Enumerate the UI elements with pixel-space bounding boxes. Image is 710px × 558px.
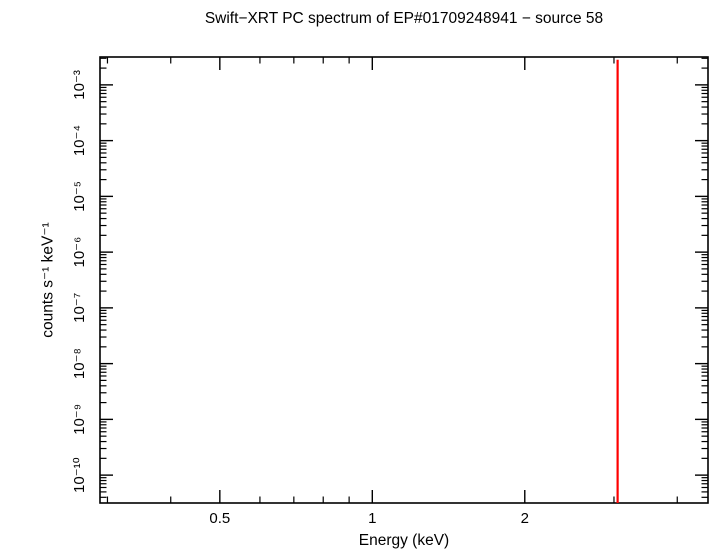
y-tick-label: 10⁻⁸ (71, 348, 88, 379)
x-tick-label: 0.5 (209, 510, 230, 527)
plot-border (99, 56, 709, 504)
x-tick-label: 2 (521, 510, 529, 527)
y-tick-label: 10⁻³ (71, 70, 88, 100)
y-tick-label: 10⁻⁹ (71, 404, 88, 435)
chart-title: Swift−XRT PC spectrum of EP#01709248941 … (204, 10, 604, 27)
y-tick-label: 10⁻¹⁰ (71, 457, 88, 493)
x-tick-label: 1 (368, 510, 376, 527)
y-tick-label: 10⁻⁵ (71, 181, 88, 212)
y-tick-label: 10⁻⁷ (71, 293, 88, 323)
x-axis-label: Energy (keV) (358, 532, 450, 549)
y-tick-label: 10⁻⁶ (71, 237, 88, 268)
y-tick-label: 10⁻⁴ (71, 125, 88, 156)
